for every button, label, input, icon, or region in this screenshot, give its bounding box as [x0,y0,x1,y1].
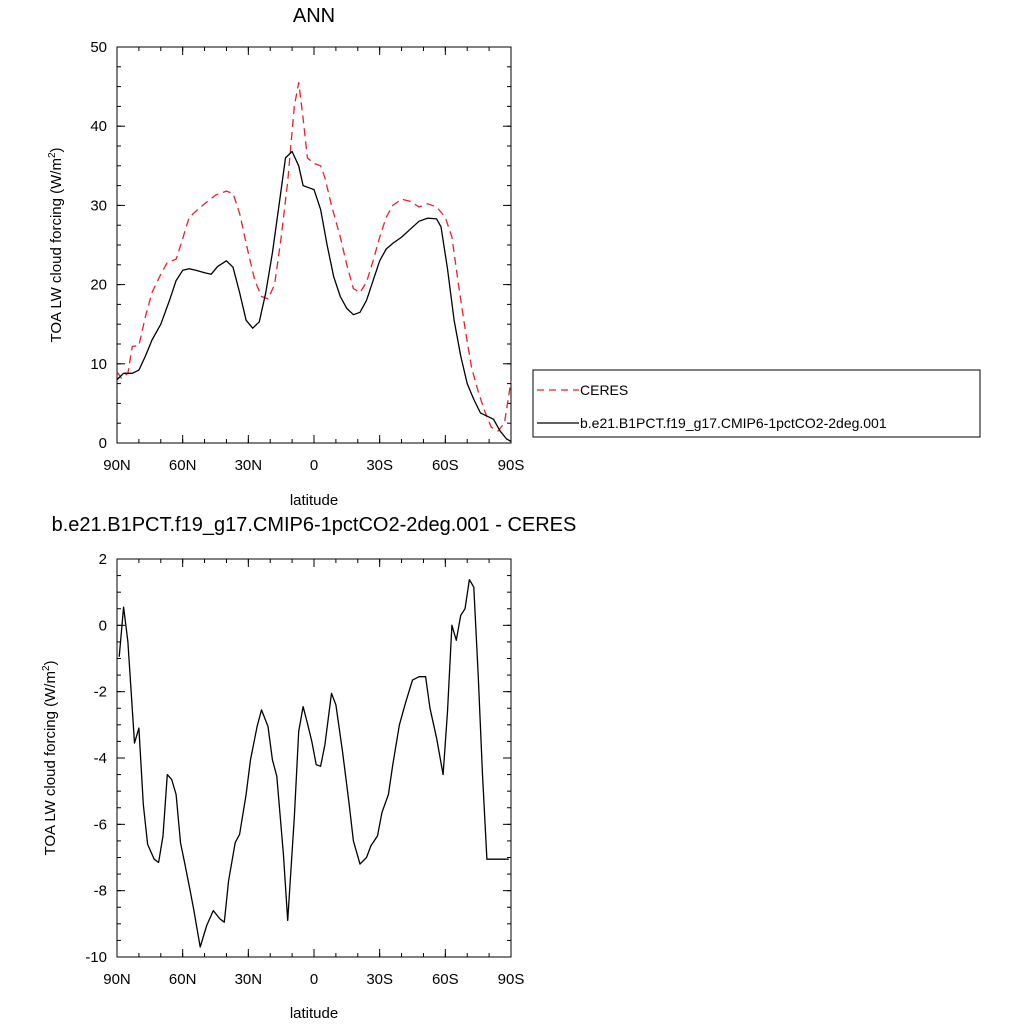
y-tick-label: 50 [90,39,107,56]
x-tick-label: 90N [103,457,131,474]
plot-frame [116,46,512,444]
tick-labels: 90N 60N 30N 0 30S 60S 90S 0 10 20 30 40 50 [90,39,524,474]
series-line-0 [116,81,512,432]
legend-box [532,369,981,438]
series-lines [116,81,512,442]
y-axis-label-sup: 2 [47,152,58,158]
chart-title: ANN [293,5,335,27]
legend: CERES b.e21.B1PCT.f19_g17.CMIP6-1pctCO2-… [532,369,981,438]
x-tick-label: 60S [432,971,459,988]
y-tick-label: 0 [99,435,107,452]
y-tick-label: 10 [90,356,107,373]
y-axis-label-difference: TOA LW cloud forcing (W/m2) [41,660,59,855]
x-tick-label: 90S [498,457,525,474]
x-tick-label: 30N [235,457,263,474]
x-axis-label-difference: latitude [290,1005,338,1022]
y-tick-label: 0 [99,617,107,634]
tick-labels-difference: 90N 60N 30N 0 30S 60S 90S -10 -8 -6 -4 -2 0 2 [85,551,524,988]
chart-difference: b.e21.B1PCT.f19_g17.CMIP6-1pctCO2-2deg.0… [41,514,576,1022]
x-tick-label: 90S [498,971,525,988]
y-tick-label: -6 [94,816,107,833]
y-axis-label-main: TOA LW cloud forcing (W/m [48,158,65,343]
y-tick-label: 30 [90,197,107,214]
y-axis-label-end-difference: ) [42,660,59,665]
x-tick-label: 60S [432,457,459,474]
axis-ticks-difference [116,558,512,958]
legend-label-model: b.e21.B1PCT.f19_g17.CMIP6-1pctCO2-2deg.0… [580,415,887,431]
y-tick-label: 2 [99,551,107,568]
y-axis-label-main-difference: TOA LW cloud forcing (W/m [42,671,59,856]
legend-label-ceres: CERES [580,382,628,398]
plot-frame-difference [116,558,512,958]
series-line-0 [118,578,509,948]
x-axis-label: latitude [290,492,338,509]
y-tick-label: -4 [94,750,107,767]
y-tick-label: -8 [94,883,107,900]
y-axis-label-sup-difference: 2 [41,665,52,671]
x-tick-label: 0 [310,457,318,474]
axis-ticks [116,46,512,444]
x-tick-label: 30N [235,971,263,988]
y-tick-label: 20 [90,277,107,294]
x-tick-label: 90N [103,971,131,988]
series-lines-difference [118,578,509,948]
x-tick-label: 0 [310,971,318,988]
y-tick-label: 40 [90,118,107,135]
series-line-1 [116,150,512,442]
x-tick-label: 30S [366,971,393,988]
x-tick-label: 60N [169,971,197,988]
y-tick-label: -10 [85,949,107,966]
y-axis-label-end: ) [48,147,65,152]
x-tick-label: 30S [366,457,393,474]
y-tick-label: -2 [94,684,107,701]
chart-annual: ANN 90N 60N 30N 0 30S 60S 90S 0 10 20 30 40 50 latit… [47,5,981,509]
x-tick-label: 60N [169,457,197,474]
chart-title-difference: b.e21.B1PCT.f19_g17.CMIP6-1pctCO2-2deg.0… [52,514,577,536]
y-axis-label: TOA LW cloud forcing (W/m2) [47,147,65,342]
